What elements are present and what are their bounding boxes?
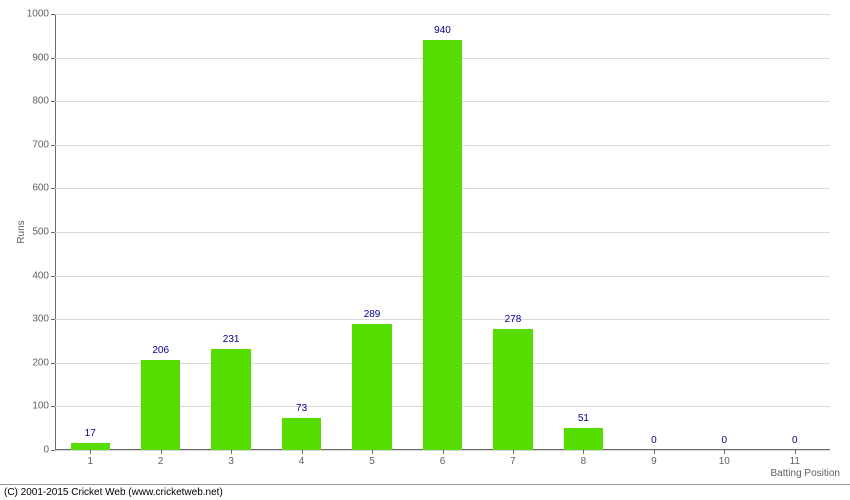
grid-line	[55, 14, 830, 15]
bar-value-label: 0	[792, 435, 798, 446]
y-tick-label: 600	[32, 183, 49, 194]
x-tick-mark	[372, 450, 373, 454]
bar	[423, 40, 462, 450]
bar	[71, 443, 110, 450]
x-axis-title: Batting Position	[771, 468, 841, 479]
x-tick-mark	[513, 450, 514, 454]
x-tick-label: 11	[790, 456, 800, 467]
bar-value-label: 940	[434, 25, 451, 36]
x-tick-label: 3	[228, 456, 234, 467]
bar-value-label: 51	[578, 413, 589, 424]
copyright-text: (C) 2001-2015 Cricket Web (www.cricketwe…	[4, 487, 223, 498]
y-tick-mark	[51, 188, 55, 189]
x-tick-label: 5	[369, 456, 375, 467]
x-tick-mark	[231, 450, 232, 454]
bar	[493, 329, 532, 450]
y-tick-label: 0	[43, 445, 49, 456]
bar	[211, 349, 250, 450]
y-tick-mark	[51, 58, 55, 59]
x-tick-label: 4	[299, 456, 305, 467]
y-tick-label: 300	[32, 314, 49, 325]
plot-area: 0100200300400500600700800900100011722063…	[55, 14, 830, 450]
x-tick-label: 8	[581, 456, 587, 467]
x-tick-mark	[724, 450, 725, 454]
y-tick-mark	[51, 450, 55, 451]
x-tick-mark	[654, 450, 655, 454]
bar-value-label: 231	[223, 334, 240, 345]
x-tick-label: 10	[719, 456, 730, 467]
x-tick-label: 6	[440, 456, 446, 467]
x-tick-mark	[795, 450, 796, 454]
x-tick-mark	[161, 450, 162, 454]
y-tick-label: 100	[32, 401, 49, 412]
bar	[564, 428, 603, 450]
bar	[141, 360, 180, 450]
y-tick-label: 900	[32, 52, 49, 63]
y-tick-label: 500	[32, 227, 49, 238]
y-tick-mark	[51, 406, 55, 407]
x-tick-mark	[583, 450, 584, 454]
x-tick-mark	[302, 450, 303, 454]
x-tick-label: 1	[87, 456, 93, 467]
bar	[352, 324, 391, 450]
bar-value-label: 17	[85, 428, 96, 439]
y-tick-label: 800	[32, 96, 49, 107]
y-tick-mark	[51, 14, 55, 15]
y-tick-label: 400	[32, 270, 49, 281]
y-tick-label: 1000	[27, 9, 49, 20]
y-tick-mark	[51, 276, 55, 277]
bar-value-label: 289	[364, 309, 381, 320]
x-tick-label: 2	[158, 456, 164, 467]
y-tick-mark	[51, 101, 55, 102]
y-tick-mark	[51, 145, 55, 146]
y-tick-mark	[51, 232, 55, 233]
y-tick-mark	[51, 363, 55, 364]
bar-value-label: 0	[722, 435, 728, 446]
bar-value-label: 0	[651, 435, 657, 446]
copyright-footer: (C) 2001-2015 Cricket Web (www.cricketwe…	[0, 484, 850, 500]
x-tick-mark	[90, 450, 91, 454]
y-tick-label: 700	[32, 139, 49, 150]
bar	[282, 418, 321, 450]
bar-value-label: 278	[505, 314, 522, 325]
chart-container: 0100200300400500600700800900100011722063…	[0, 0, 850, 500]
y-tick-label: 200	[32, 357, 49, 368]
bar-value-label: 206	[152, 345, 169, 356]
x-tick-label: 7	[510, 456, 516, 467]
x-tick-label: 9	[651, 456, 657, 467]
y-axis-title: Runs	[16, 220, 27, 243]
bar-value-label: 73	[296, 403, 307, 414]
x-tick-mark	[443, 450, 444, 454]
y-tick-mark	[51, 319, 55, 320]
